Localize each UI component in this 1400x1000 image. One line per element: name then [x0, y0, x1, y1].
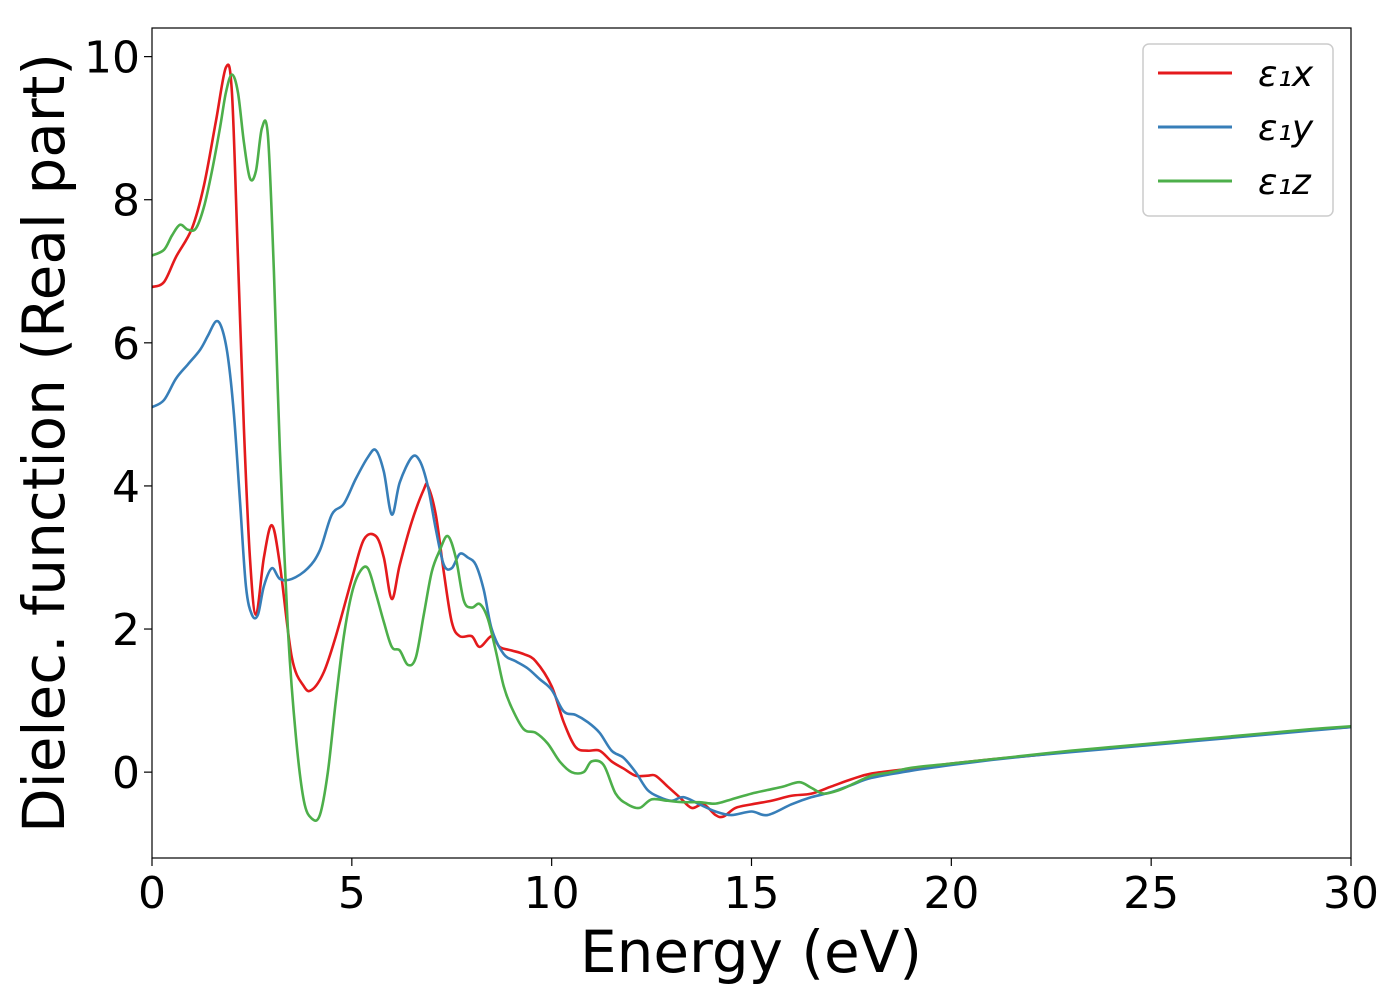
- x-tick-label: 10: [524, 868, 580, 919]
- legend-box: [1142, 43, 1334, 217]
- y-tick-label: 4: [112, 462, 140, 513]
- x-tick-label: 5: [338, 868, 366, 919]
- series-line-epsilon1-z: [152, 73, 1351, 822]
- x-tick-label: 15: [724, 868, 780, 919]
- legend-label-epsilon1-x: ε₁x: [1258, 54, 1314, 95]
- x-tick-label: 20: [923, 868, 979, 919]
- y-tick-label: 10: [84, 33, 140, 84]
- legend: ε₁x ε₁y ε₁z: [1142, 43, 1334, 217]
- y-axis-title: Dielec. function (Real part): [10, 53, 78, 833]
- series-layer: [152, 63, 1351, 822]
- x-axis: 0 5 10 15 20 25 30: [138, 858, 1379, 919]
- legend-label-epsilon1-y: ε₁y: [1258, 108, 1314, 149]
- y-tick-label: 2: [112, 605, 140, 656]
- y-tick-label: 8: [112, 176, 140, 227]
- x-tick-label: 30: [1323, 868, 1379, 919]
- x-axis-title: Energy (eV): [580, 918, 922, 986]
- series-line-epsilon1-x: [152, 63, 1351, 819]
- y-axis: 0 2 4 6 8 10: [84, 33, 152, 799]
- x-tick-label: 0: [138, 868, 166, 919]
- legend-label-epsilon1-z: ε₁z: [1258, 162, 1312, 203]
- y-tick-label: 0: [112, 748, 140, 799]
- x-tick-label: 25: [1123, 868, 1179, 919]
- y-tick-label: 6: [112, 319, 140, 370]
